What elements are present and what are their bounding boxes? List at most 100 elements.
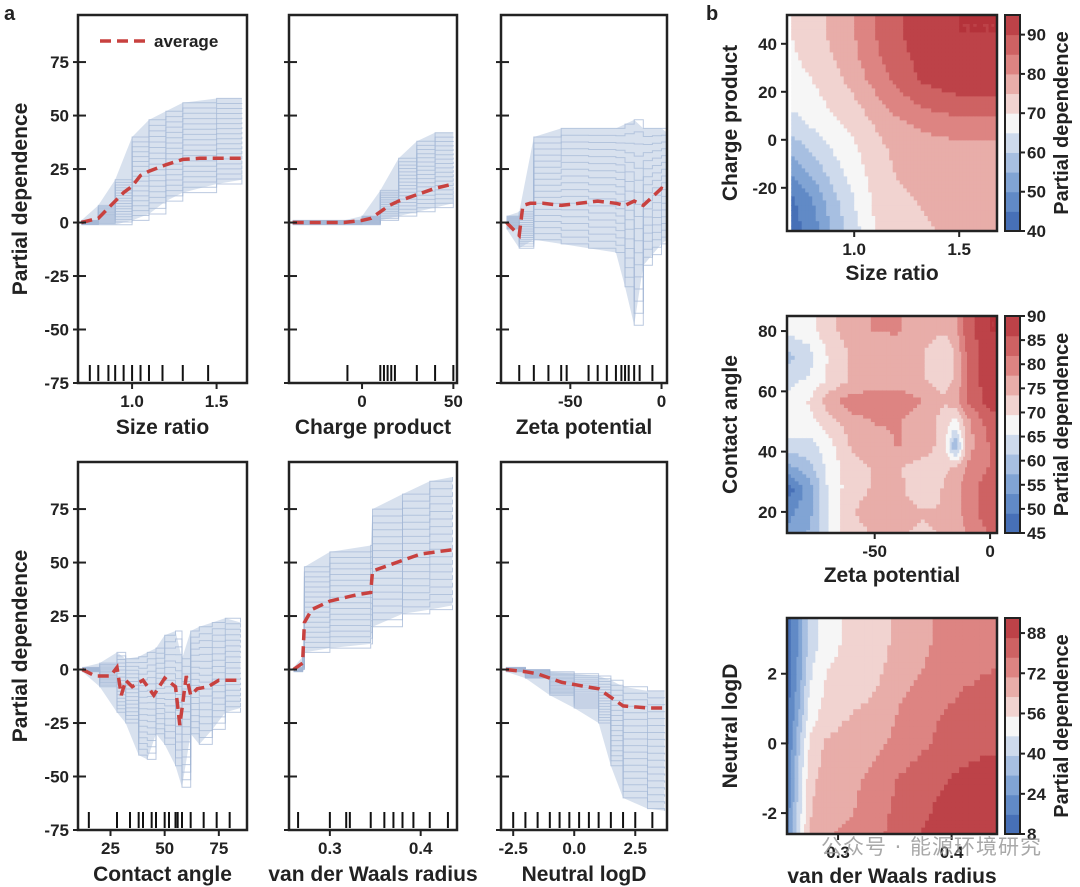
heatmap-cell [897, 507, 903, 513]
heatmap-cell [850, 107, 855, 113]
heatmap-cell [850, 55, 855, 61]
heatmap-cell [855, 503, 860, 509]
heatmap-cell [826, 187, 831, 193]
heatmap-cell [890, 456, 895, 461]
heatmap-cell [913, 35, 918, 41]
heatmap-cell [938, 167, 943, 173]
heatmap-cell [871, 63, 876, 69]
heatmap-cell [833, 17, 838, 22]
heatmap-cell [815, 131, 820, 137]
heatmap-cell [836, 499, 841, 505]
heatmap-cell [886, 445, 891, 450]
heatmap-cell [940, 499, 945, 505]
heatmap-cell [920, 487, 926, 493]
heatmap-cell [967, 487, 972, 493]
heatmap-cell [978, 522, 983, 527]
heatmap-cell [991, 225, 995, 231]
heatmap-cell [819, 167, 824, 173]
heatmap-cell [791, 139, 796, 145]
heatmap-cell [875, 95, 880, 101]
heatmap-cell [859, 477, 864, 482]
heatmap-cell [910, 225, 915, 231]
heatmap-cell [962, 143, 967, 149]
heatmap-cell [829, 191, 834, 197]
heatmap-cell [982, 507, 987, 513]
heatmap-cell [983, 205, 987, 211]
heatmap-cell [901, 484, 907, 489]
heatmap-cell [798, 491, 803, 497]
heatmap-cell [822, 143, 827, 149]
heatmap-cell [836, 511, 841, 517]
heatmap-cell [847, 463, 853, 468]
heatmap-cell [864, 91, 869, 97]
heatmap-cell [892, 23, 897, 27]
heatmap-cell [920, 463, 926, 468]
heatmap-cell [924, 215, 929, 222]
heatmap-cell [801, 199, 806, 206]
heatmap-cell [806, 445, 811, 450]
heatmap-cell [871, 199, 876, 206]
heatmap-cell [859, 466, 864, 471]
heatmap-cell [896, 15, 901, 19]
heatmap-cell [897, 511, 903, 517]
heatmap-cell [847, 456, 853, 461]
heatmap-cell [828, 480, 833, 485]
heatmap-cell [957, 503, 960, 509]
heatmap-cell [875, 67, 880, 73]
heatmap-cell [913, 449, 918, 454]
heatmap-cell [948, 31, 953, 37]
heatmap-cell [986, 466, 991, 471]
heatmap-cell [802, 495, 807, 501]
heatmap-cell [941, 15, 946, 19]
heatmap-cell [813, 480, 817, 485]
heatmap-cell [941, 43, 946, 49]
heatmap-cell [948, 119, 953, 125]
heatmap-cell [913, 55, 918, 61]
heatmap-cell [906, 59, 911, 65]
heatmap-cell [982, 480, 987, 485]
heatmap-cell [892, 187, 897, 193]
heatmap-cell [889, 167, 894, 173]
heatmap-cell [917, 445, 922, 450]
heatmap-cell [832, 491, 837, 497]
heatmap-cell [917, 17, 922, 22]
heatmap-cell [798, 51, 803, 57]
heatmap-cell [986, 484, 991, 489]
heatmap-cell [871, 35, 876, 41]
heatmap-cell [863, 452, 868, 457]
heatmap-cell [791, 115, 796, 121]
heatmap-cell [808, 179, 813, 185]
heatmap-cell [928, 477, 933, 482]
heatmap-cell [973, 39, 978, 45]
heatmap-cell [934, 139, 939, 145]
heatmap-cell [952, 205, 957, 211]
heatmap-cell [829, 95, 834, 101]
heatmap-cell [948, 159, 953, 165]
heatmap-cell [990, 495, 992, 501]
heatmap-cell [871, 167, 876, 173]
heatmap-cell [850, 127, 855, 133]
heatmap-cell [798, 17, 803, 22]
heatmap-cell [885, 179, 890, 185]
heatmap-cell [840, 445, 845, 450]
heatmap-cell [864, 171, 869, 177]
heatmap-cell [991, 139, 995, 145]
heatmap-cell [875, 23, 880, 27]
heatmap-cell [867, 477, 872, 482]
heatmap-cell [957, 473, 960, 478]
heatmap-cell [886, 456, 891, 461]
heatmap-cell [957, 499, 960, 505]
heatmap-cell [945, 71, 950, 77]
heatmap-cell [897, 445, 903, 450]
heatmap-cell [920, 515, 926, 520]
heatmap-cell [808, 39, 813, 45]
heatmap-cell [959, 135, 964, 141]
heatmap-cell [833, 79, 838, 85]
heatmap-cell [840, 51, 845, 57]
heatmap-cell [801, 31, 806, 37]
heatmap-cell [966, 103, 971, 109]
heatmap-cell [892, 119, 897, 125]
heatmap-cell [959, 51, 964, 57]
heatmap-cell [978, 507, 983, 513]
heatmap-cell [878, 47, 883, 53]
